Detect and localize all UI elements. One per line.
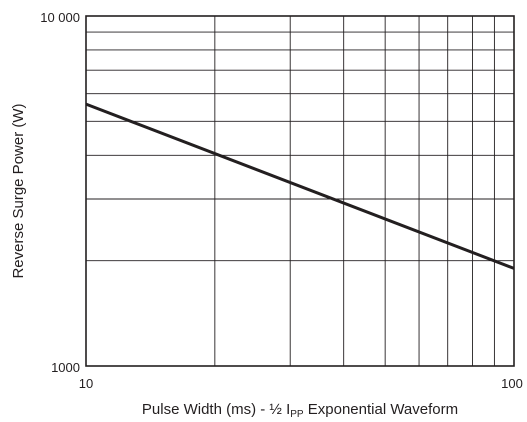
x-axis-label-main: Pulse Width (ms) - ½ I [142,401,290,418]
y-axis-label: Reverse Surge Power (W) [10,103,27,278]
x-axis-label-suffix: Exponential Waveform [304,401,459,418]
series-line-0 [85,102,515,270]
y-tick-label-bottom: 1000 [51,360,80,375]
y-tick-label-top: 10 000 [40,10,80,25]
x-tick-label-left: 10 [79,376,93,391]
x-axis-label-subscript: PP [290,409,304,420]
x-tick-label-right: 100 [501,376,523,391]
grid-lines [86,16,514,366]
x-axis-label: Pulse Width (ms) - ½ IPP Exponential Wav… [142,401,458,420]
series-layer [85,102,515,270]
plot-frame [85,15,515,367]
